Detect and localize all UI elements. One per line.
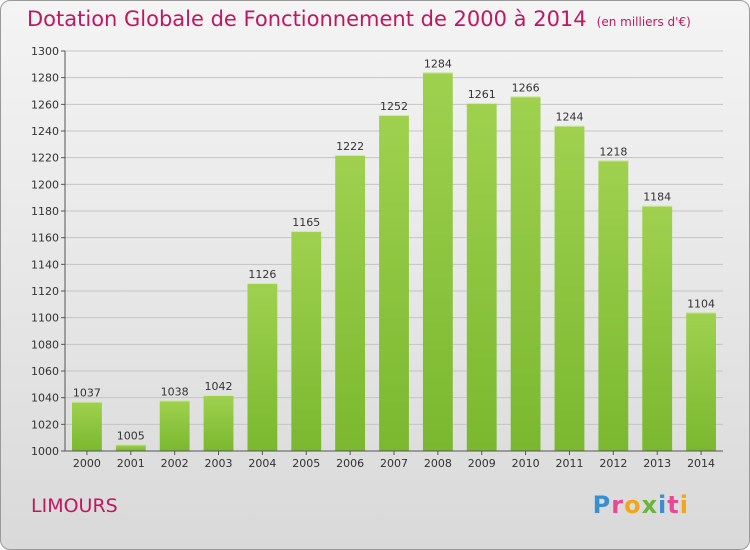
place-name: LIMOURS	[31, 495, 118, 517]
bar	[422, 72, 453, 451]
brand-letter: i	[658, 491, 668, 519]
y-tick-label: 1120	[31, 285, 59, 298]
data-label: 1165	[292, 216, 320, 229]
x-tick-label: 2000	[73, 457, 101, 470]
data-label: 1005	[117, 429, 145, 442]
data-label: 1126	[248, 268, 276, 281]
bar	[203, 395, 234, 451]
bar	[379, 115, 409, 451]
y-tick-label: 1020	[31, 418, 59, 431]
bar	[115, 444, 146, 451]
brand-letter: t	[667, 491, 680, 519]
data-label: 1104	[687, 297, 715, 310]
bar	[598, 160, 629, 452]
y-tick-label: 1000	[31, 445, 59, 458]
y-tick-label: 1300	[31, 45, 59, 58]
bar	[159, 400, 190, 451]
bars: 1037 1005 1038 1042 1126 1165 1222 1252 1284 1261…	[72, 57, 716, 452]
x-tick-label: 2012	[599, 457, 627, 470]
data-label: 1042	[205, 380, 233, 393]
brand-letter: x	[641, 491, 659, 519]
x-tick-label: 2006	[336, 457, 364, 470]
chart-subtitle: (en milliers d'€)	[596, 15, 691, 29]
y-tick-label: 1140	[31, 258, 59, 271]
y-tick-label: 1220	[31, 152, 59, 165]
brand-letter: o	[624, 491, 642, 519]
chart-title: Dotation Globale de Fonctionnement de 20…	[27, 7, 587, 31]
bar	[291, 231, 322, 451]
x-tick-label: 2005	[292, 457, 320, 470]
bar	[686, 312, 716, 451]
y-tick-label: 1260	[31, 98, 59, 111]
bar	[72, 401, 102, 451]
brand-letter: r	[611, 491, 625, 519]
data-label: 1037	[73, 387, 101, 400]
data-label: 1184	[643, 191, 671, 204]
data-label: 1261	[468, 88, 496, 101]
bar	[247, 283, 278, 451]
x-tick-label: 2010	[512, 457, 540, 470]
data-label: 1222	[336, 140, 364, 153]
bar	[335, 155, 366, 451]
brand-letter: P	[592, 491, 612, 519]
data-label: 1266	[512, 81, 540, 94]
bar	[642, 205, 673, 451]
x-tick-label: 2008	[424, 457, 452, 470]
data-label: 1218	[599, 145, 627, 158]
proxiti-logo[interactable]: Proxiti	[593, 491, 689, 519]
x-tick-label: 2002	[161, 457, 189, 470]
data-label: 1284	[424, 57, 452, 70]
y-tick-label: 1180	[31, 205, 59, 218]
x-tick-label: 2007	[380, 457, 408, 470]
x-tick-label: 2003	[205, 457, 233, 470]
bar	[554, 125, 585, 452]
data-label: 1244	[555, 111, 583, 124]
data-label: 1038	[161, 385, 189, 398]
y-tick-label: 1080	[31, 338, 59, 351]
axes: 1000 1020 1040 1060 1080 1100 1120 1140 1160 1180…	[31, 45, 723, 470]
bar	[466, 103, 497, 451]
x-tick-label: 2004	[248, 457, 276, 470]
chart-title-block: Dotation Globale de Fonctionnement de 20…	[27, 7, 691, 31]
y-tick-label: 1040	[31, 392, 59, 405]
data-label: 1252	[380, 100, 408, 113]
x-tick-label: 2013	[643, 457, 671, 470]
brand-letter: i	[679, 491, 689, 519]
y-tick-label: 1060	[31, 365, 59, 378]
y-tick-label: 1160	[31, 232, 59, 245]
x-tick-label: 2009	[468, 457, 496, 470]
y-tick-label: 1280	[31, 72, 59, 85]
x-tick-label: 2001	[117, 457, 145, 470]
y-tick-label: 1200	[31, 178, 59, 191]
y-tick-label: 1100	[31, 312, 59, 325]
y-tick-label: 1240	[31, 125, 59, 138]
x-tick-label: 2011	[555, 457, 583, 470]
bar	[510, 96, 541, 451]
x-tick-label: 2014	[687, 457, 715, 470]
